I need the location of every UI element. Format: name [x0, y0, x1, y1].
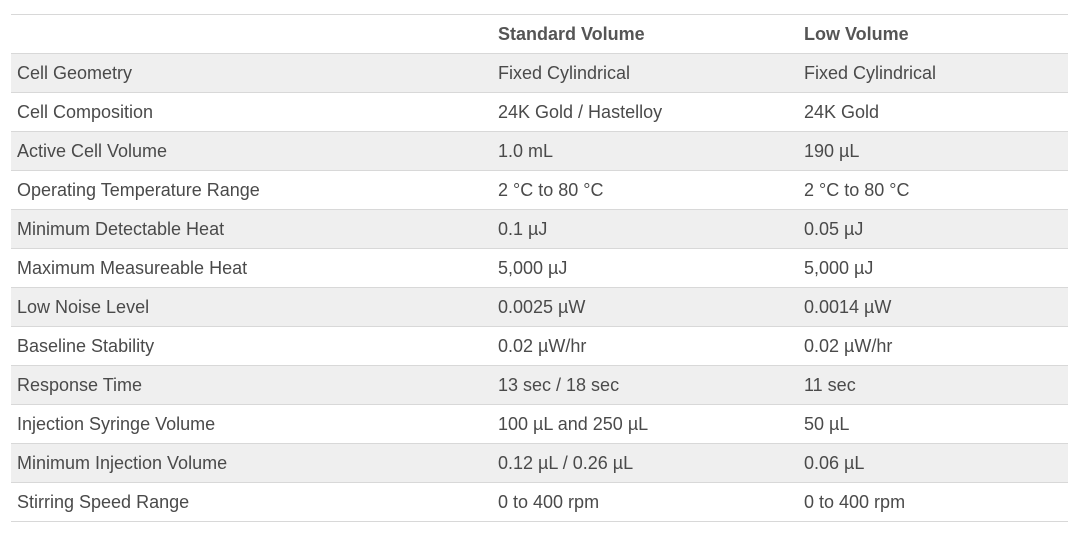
row-label: Response Time — [11, 365, 492, 405]
table-row: Response Time 13 sec / 18 sec 11 sec — [11, 365, 1068, 405]
low-volume-value: 0 to 400 rpm — [798, 482, 1068, 522]
table-row: Baseline Stability 0.02 µW/hr 0.02 µW/hr — [11, 326, 1068, 366]
row-label: Injection Syringe Volume — [11, 404, 492, 444]
standard-volume-value: 24K Gold / Hastelloy — [492, 92, 798, 132]
table-header-row: Standard Volume Low Volume — [11, 14, 1068, 54]
row-label: Low Noise Level — [11, 287, 492, 327]
standard-volume-value: 2 °C to 80 °C — [492, 170, 798, 210]
header-cell-low-volume: Low Volume — [798, 14, 1068, 54]
standard-volume-value: 0.12 µL / 0.26 µL — [492, 443, 798, 483]
row-label: Cell Geometry — [11, 53, 492, 93]
standard-volume-value: 0.1 µJ — [492, 209, 798, 249]
standard-volume-value: Fixed Cylindrical — [492, 53, 798, 93]
table-row: Cell Composition 24K Gold / Hastelloy 24… — [11, 92, 1068, 132]
low-volume-value: 5,000 µJ — [798, 248, 1068, 288]
table-row: Cell Geometry Fixed Cylindrical Fixed Cy… — [11, 53, 1068, 93]
table-row: Low Noise Level 0.0025 µW 0.0014 µW — [11, 287, 1068, 327]
table-row: Stirring Speed Range 0 to 400 rpm 0 to 4… — [11, 482, 1068, 522]
header-cell-label — [11, 14, 492, 54]
table-row: Minimum Detectable Heat 0.1 µJ 0.05 µJ — [11, 209, 1068, 249]
standard-volume-value: 5,000 µJ — [492, 248, 798, 288]
table-row: Maximum Measureable Heat 5,000 µJ 5,000 … — [11, 248, 1068, 288]
header-cell-standard-volume: Standard Volume — [492, 14, 798, 54]
low-volume-value: 0.02 µW/hr — [798, 326, 1068, 366]
low-volume-value: Fixed Cylindrical — [798, 53, 1068, 93]
table-row: Active Cell Volume 1.0 mL 190 µL — [11, 131, 1068, 171]
standard-volume-value: 0.0025 µW — [492, 287, 798, 327]
standard-volume-value: 1.0 mL — [492, 131, 798, 171]
low-volume-value: 0.06 µL — [798, 443, 1068, 483]
standard-volume-value: 100 µL and 250 µL — [492, 404, 798, 444]
standard-volume-value: 0.02 µW/hr — [492, 326, 798, 366]
table-row: Minimum Injection Volume 0.12 µL / 0.26 … — [11, 443, 1068, 483]
table-row: Injection Syringe Volume 100 µL and 250 … — [11, 404, 1068, 444]
row-label: Maximum Measureable Heat — [11, 248, 492, 288]
low-volume-value: 190 µL — [798, 131, 1068, 171]
row-label: Active Cell Volume — [11, 131, 492, 171]
row-label: Baseline Stability — [11, 326, 492, 366]
row-label: Minimum Detectable Heat — [11, 209, 492, 249]
row-label: Stirring Speed Range — [11, 482, 492, 522]
low-volume-value: 11 sec — [798, 365, 1068, 405]
low-volume-value: 0.0014 µW — [798, 287, 1068, 327]
standard-volume-value: 0 to 400 rpm — [492, 482, 798, 522]
low-volume-value: 50 µL — [798, 404, 1068, 444]
row-label: Operating Temperature Range — [11, 170, 492, 210]
spec-table: Standard Volume Low Volume Cell Geometry… — [11, 14, 1068, 522]
table-row: Operating Temperature Range 2 °C to 80 °… — [11, 170, 1068, 210]
low-volume-value: 24K Gold — [798, 92, 1068, 132]
row-label: Cell Composition — [11, 92, 492, 132]
row-label: Minimum Injection Volume — [11, 443, 492, 483]
low-volume-value: 2 °C to 80 °C — [798, 170, 1068, 210]
low-volume-value: 0.05 µJ — [798, 209, 1068, 249]
standard-volume-value: 13 sec / 18 sec — [492, 365, 798, 405]
